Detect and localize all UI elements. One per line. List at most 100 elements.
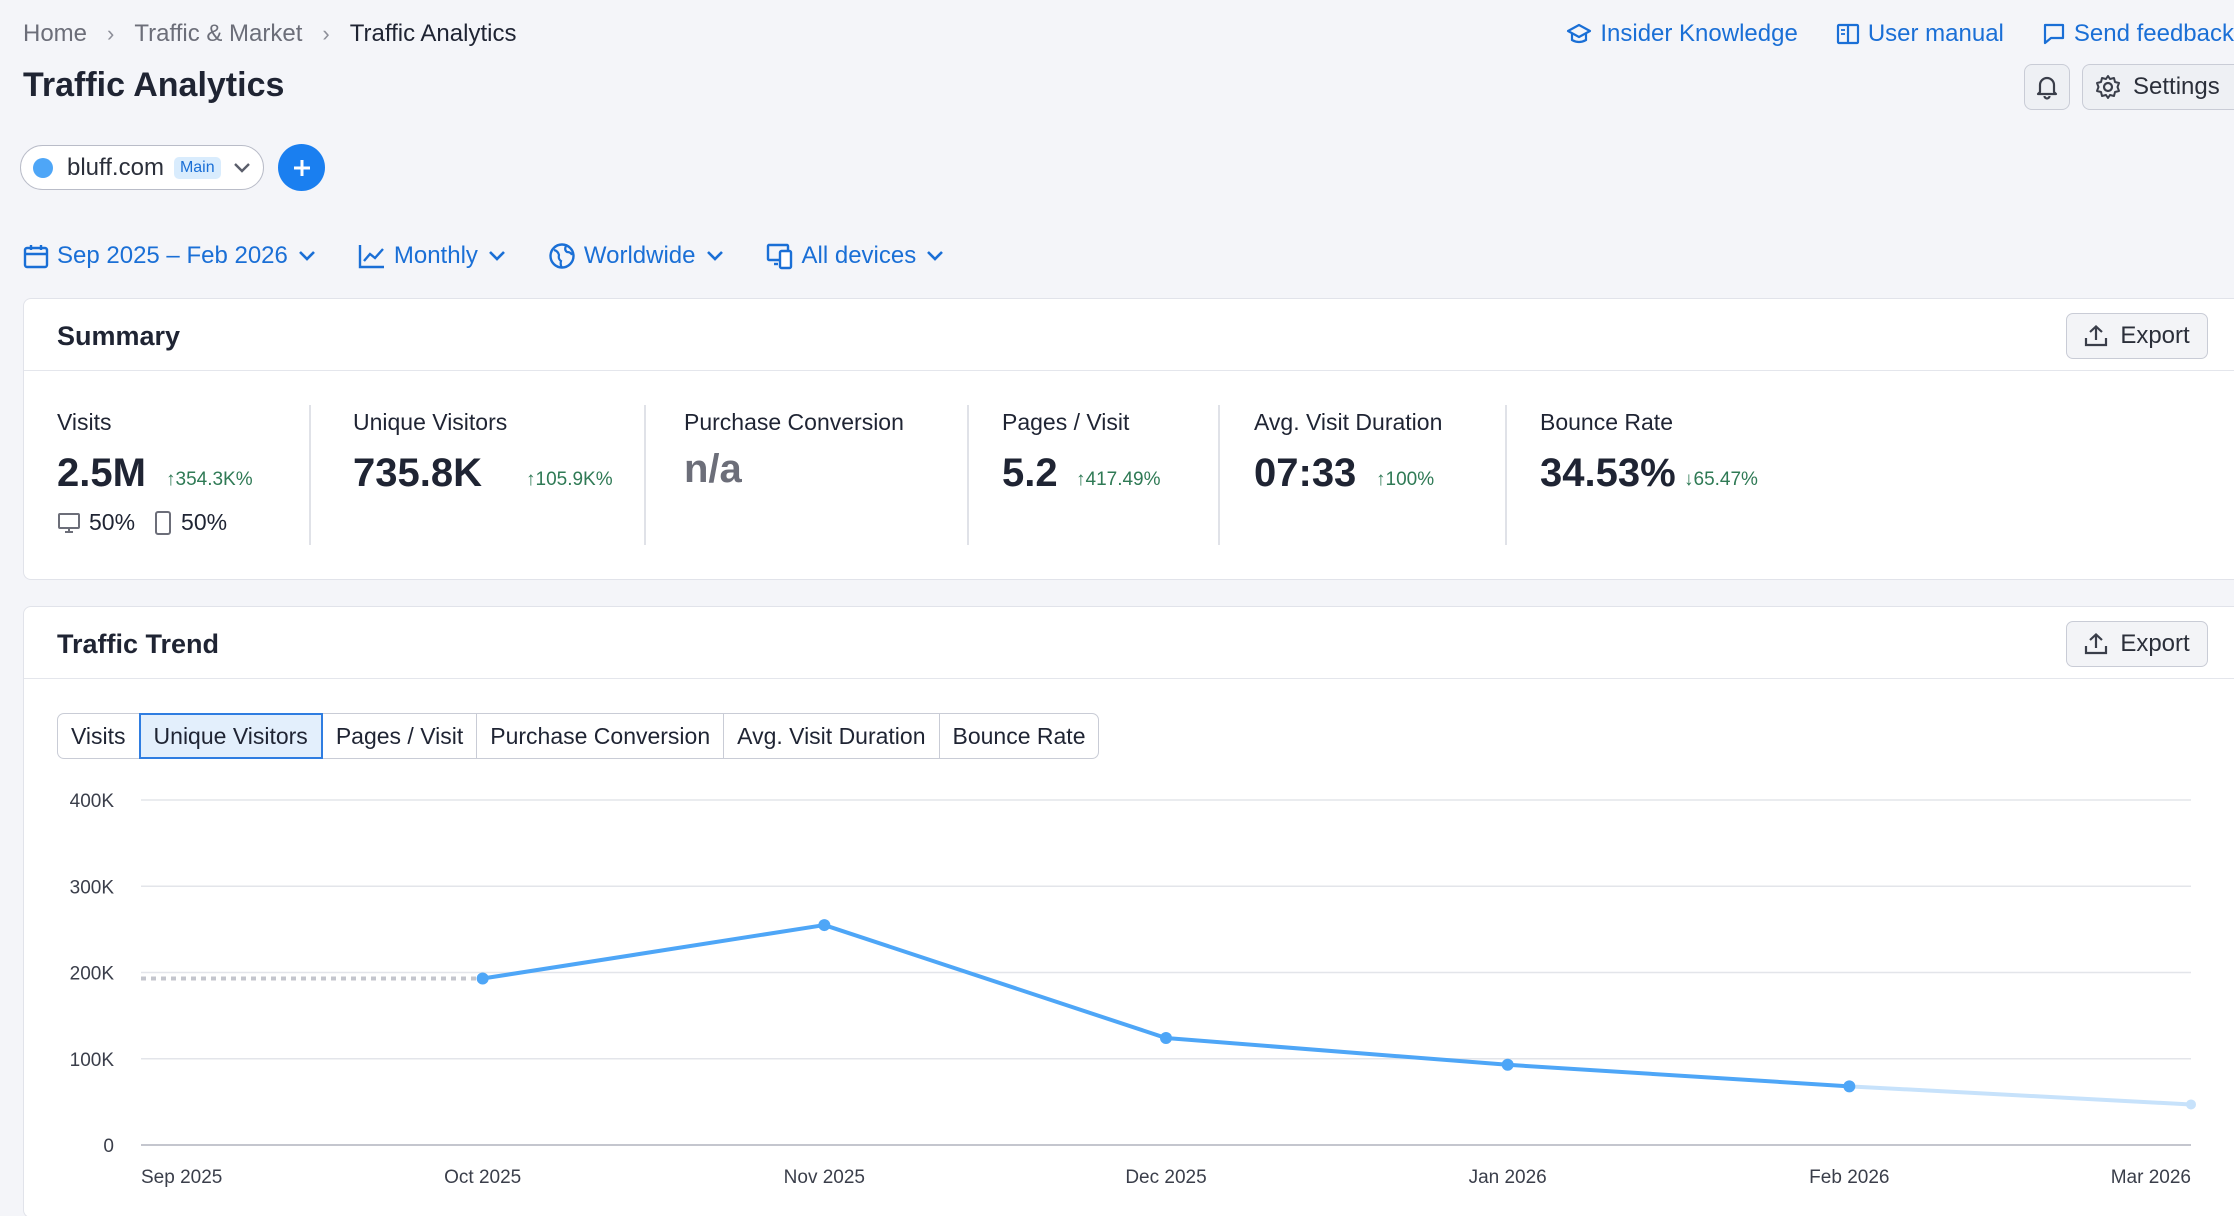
insider-knowledge-link[interactable]: Insider Knowledge (1566, 20, 1798, 48)
x-tick-label: Oct 2025 (444, 1167, 521, 1188)
x-tick-label: Feb 2026 (1809, 1167, 1889, 1188)
x-tick-label: Sep 2025 (141, 1167, 222, 1188)
desktop-share: 50% (89, 509, 136, 535)
feedback-icon (2043, 23, 2064, 45)
summary-title: Summary (57, 321, 181, 351)
metric-divider (967, 405, 969, 545)
trend-export-button[interactable]: Export (2066, 621, 2208, 667)
date-range-label: Sep 2025 – Feb 2026 (57, 242, 288, 269)
desktop-icon (58, 512, 80, 533)
top-actions: Settings (2024, 64, 2234, 110)
x-tick-label: Nov 2025 (784, 1167, 865, 1188)
traffic-trend-card: Traffic Trend Export 0 100K 200K 300K 400K Se… (23, 606, 2234, 1216)
summary-export-label: Export (2120, 322, 2190, 349)
chevron-down-icon (927, 251, 944, 261)
granularity-filter[interactable]: Monthly (358, 242, 506, 270)
filters-bar: Sep 2025 – Feb 2026 Monthly Worldwide Al… (23, 238, 986, 274)
metric-change: ↑100% (1376, 469, 1435, 490)
metric-pages-per-visit[interactable]: Pages / Visit 5.2 ↑417.49% (968, 371, 1220, 579)
upload-icon (2085, 633, 2108, 655)
trend-title: Traffic Trend (57, 629, 220, 659)
data-point (2186, 1099, 2196, 1110)
upload-icon (2085, 325, 2108, 347)
tab-visits[interactable]: Visits (57, 713, 140, 759)
metric-label: Avg. Visit Duration (1254, 409, 1443, 435)
summary-header: Summary Export (24, 299, 2234, 371)
devices-label: All devices (801, 242, 917, 269)
location-filter[interactable]: Worldwide (548, 242, 724, 270)
tab-bounce-rate[interactable]: Bounce Rate (938, 713, 1100, 759)
tab-purchase-conversion[interactable]: Purchase Conversion (476, 713, 725, 759)
notifications-button[interactable] (2024, 64, 2070, 110)
settings-button[interactable]: Settings (2082, 64, 2234, 110)
tab-unique-visitors[interactable]: Unique Visitors (138, 713, 323, 759)
devices-filter[interactable]: All devices (766, 242, 945, 270)
breadcrumb-traffic-market[interactable]: Traffic & Market (134, 20, 303, 47)
metric-label: Visits (57, 409, 112, 435)
metric-change: ↑417.49% (1076, 469, 1161, 490)
tab-pages-per-visit[interactable]: Pages / Visit (321, 713, 478, 759)
location-label: Worldwide (583, 242, 696, 269)
mobile-share: 50% (181, 509, 228, 535)
summary-metrics: Visits 2.5M ↑354.3K% 50% 50% Unique Visi… (24, 371, 2234, 579)
metric-value: 5.2 (1002, 451, 1058, 495)
user-manual-link[interactable]: User manual (1836, 20, 2004, 48)
data-point (476, 972, 489, 985)
metric-value: 07:33 (1254, 451, 1357, 495)
x-tick-label: Mar 2026 (2111, 1167, 2191, 1188)
settings-label: Settings (2133, 73, 2220, 100)
metric-divider (1218, 405, 1220, 545)
device-split: 50% 50% (57, 509, 227, 536)
summary-export-button[interactable]: Export (2066, 313, 2208, 359)
metric-visits[interactable]: Visits 2.5M ↑354.3K% 50% 50% (24, 371, 314, 579)
x-tick-label: Dec 2025 (1125, 1167, 1206, 1188)
metric-change: ↑354.3K% (166, 469, 253, 490)
mobile-icon (155, 510, 172, 535)
data-point (1160, 1032, 1172, 1045)
bell-icon (2036, 76, 2058, 100)
granularity-label: Monthly (393, 242, 478, 269)
date-range-filter[interactable]: Sep 2025 – Feb 2026 (23, 242, 316, 270)
calendar-icon (23, 245, 49, 269)
series-line-partial (1849, 1084, 2192, 1107)
tab-avg-visit-duration[interactable]: Avg. Visit Duration (723, 713, 940, 759)
breadcrumb: Home › Traffic & Market › Traffic Analyt… (23, 16, 516, 52)
traffic-trend-chart: 0 100K 200K 300K 400K Sep 2025 Oct 2025 Nov 202… (24, 607, 2234, 1216)
page-title: Traffic Analytics (23, 66, 285, 104)
top-links: Insider Knowledge User manual Send feedb… (1528, 16, 2234, 52)
metric-value: 34.53% (1540, 451, 1676, 495)
line-chart: 0 100K 200K 300K 400K Sep 2025 Oct 2025 Nov 202… (70, 791, 2196, 1188)
data-point (1501, 1058, 1514, 1071)
metric-bounce-rate[interactable]: Bounce Rate 34.53% ↓65.47% (1506, 371, 1806, 579)
chevron-down-icon (706, 251, 723, 261)
metric-avg-visit-duration[interactable]: Avg. Visit Duration 07:33 ↑100% (1220, 371, 1510, 579)
globe-icon (549, 243, 575, 269)
user-manual-label: User manual (1867, 20, 2004, 47)
y-tick-label: 0 (103, 1136, 114, 1157)
metric-change: ↓65.47% (1684, 469, 1758, 490)
trend-export-label: Export (2120, 630, 2190, 657)
metric-unique-visitors[interactable]: Unique Visitors 735.8K ↑105.9K% (320, 371, 650, 579)
send-feedback-link[interactable]: Send feedback (2042, 20, 2234, 48)
data-point (1843, 1080, 1856, 1093)
plus-icon (293, 159, 310, 176)
metric-purchase-conversion[interactable]: Purchase Conversion n/a (650, 371, 970, 579)
y-tick-label: 300K (70, 877, 115, 898)
domain-selector[interactable]: bluff.com Main (20, 145, 264, 190)
metric-label: Bounce Rate (1540, 409, 1673, 435)
data-point (818, 919, 831, 932)
metric-value: n/a (684, 447, 742, 491)
summary-card: Summary Export Visits 2.5M ↑354.3K% 50% … (23, 298, 2234, 580)
breadcrumb-home[interactable]: Home (23, 20, 88, 47)
series-line (482, 923, 1850, 1089)
metric-tabs: Visits Unique Visitors Pages / Visit Pur… (57, 713, 1100, 759)
chevron-right-icon: › (322, 21, 330, 46)
x-tick-label: Jan 2026 (1469, 1167, 1547, 1188)
add-competitor-button[interactable] (278, 144, 325, 191)
y-tick-label: 400K (70, 791, 115, 812)
line-chart-icon (358, 245, 384, 269)
metric-value: 2.5M (57, 451, 146, 495)
graduation-cap-icon (1567, 23, 1592, 44)
metric-label: Unique Visitors (353, 409, 508, 435)
trend-header: Traffic Trend Export (24, 607, 2234, 679)
